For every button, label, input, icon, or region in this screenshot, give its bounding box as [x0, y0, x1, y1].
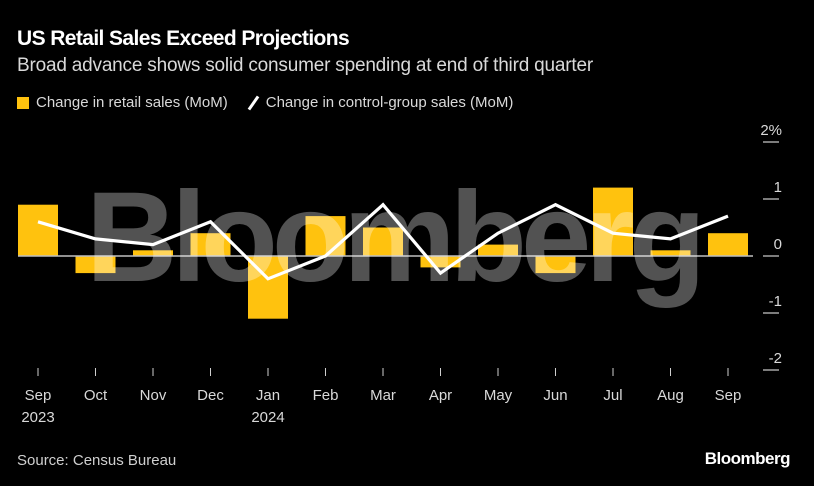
x-tick-label: Jan	[256, 387, 280, 404]
x-tick-label: Sep	[715, 387, 742, 404]
x-tick-label: Sep	[25, 387, 52, 404]
watermark: Bloomberg	[86, 166, 706, 309]
legend: Change in retail sales (MoM) Change in c…	[17, 94, 531, 111]
x-tick-label: Dec	[197, 387, 224, 404]
bar	[133, 250, 173, 256]
x-tick-sublabel: 2023	[21, 409, 54, 426]
x-tick-label: Feb	[313, 387, 339, 404]
x-tick-label: Jul	[603, 387, 622, 404]
bar	[535, 256, 576, 274]
x-tick-label: Apr	[429, 387, 452, 404]
bar	[363, 227, 403, 256]
bar	[190, 233, 231, 256]
x-tick-sublabel: 2024	[251, 409, 284, 426]
x-tick-label: Nov	[140, 387, 167, 404]
x-tick-label: Jun	[543, 387, 567, 404]
chart-title: US Retail Sales Exceed Projections	[17, 27, 350, 50]
y-tick-label: 0	[774, 236, 782, 253]
bar	[305, 216, 346, 256]
bloomberg-logo: Bloomberg	[704, 449, 791, 468]
bar	[478, 244, 518, 256]
line-series	[37, 202, 729, 281]
bar	[420, 256, 461, 268]
x-tick-label: May	[484, 387, 513, 404]
legend-label: Change in retail sales (MoM)	[36, 94, 228, 111]
y-tick-label: 1	[774, 179, 782, 196]
x-tick-label: Mar	[370, 387, 396, 404]
y-tick-label: -1	[769, 293, 782, 310]
x-tick-label: Oct	[84, 387, 108, 404]
bar	[708, 233, 748, 256]
y-axis: 2% 1 0 -1 -2	[760, 122, 782, 371]
bar	[18, 204, 58, 256]
x-axis: Sep 2023 Oct Nov Dec Jan 2024 Feb Mar Apr May Jun Ju…	[21, 368, 741, 426]
bar	[75, 256, 116, 274]
legend-swatch-bar-icon	[17, 96, 29, 109]
y-tick-label: -2	[769, 350, 782, 367]
legend-item-control-group: Change in control-group sales (MoM)	[246, 94, 514, 111]
x-tick-label: Aug	[657, 387, 684, 404]
legend-label: Change in control-group sales (MoM)	[265, 94, 514, 111]
y-tick-label: 2%	[760, 122, 782, 139]
bar	[593, 187, 633, 256]
bar	[650, 250, 691, 256]
source-note: Source: Census Bureau	[17, 452, 177, 469]
watermark-text: Bloomberg	[86, 166, 700, 309]
chart-subtitle: Broad advance shows solid consumer spend…	[17, 55, 593, 76]
bar-series	[18, 187, 748, 319]
legend-item-retail-sales: Change in retail sales (MoM)	[17, 94, 228, 111]
